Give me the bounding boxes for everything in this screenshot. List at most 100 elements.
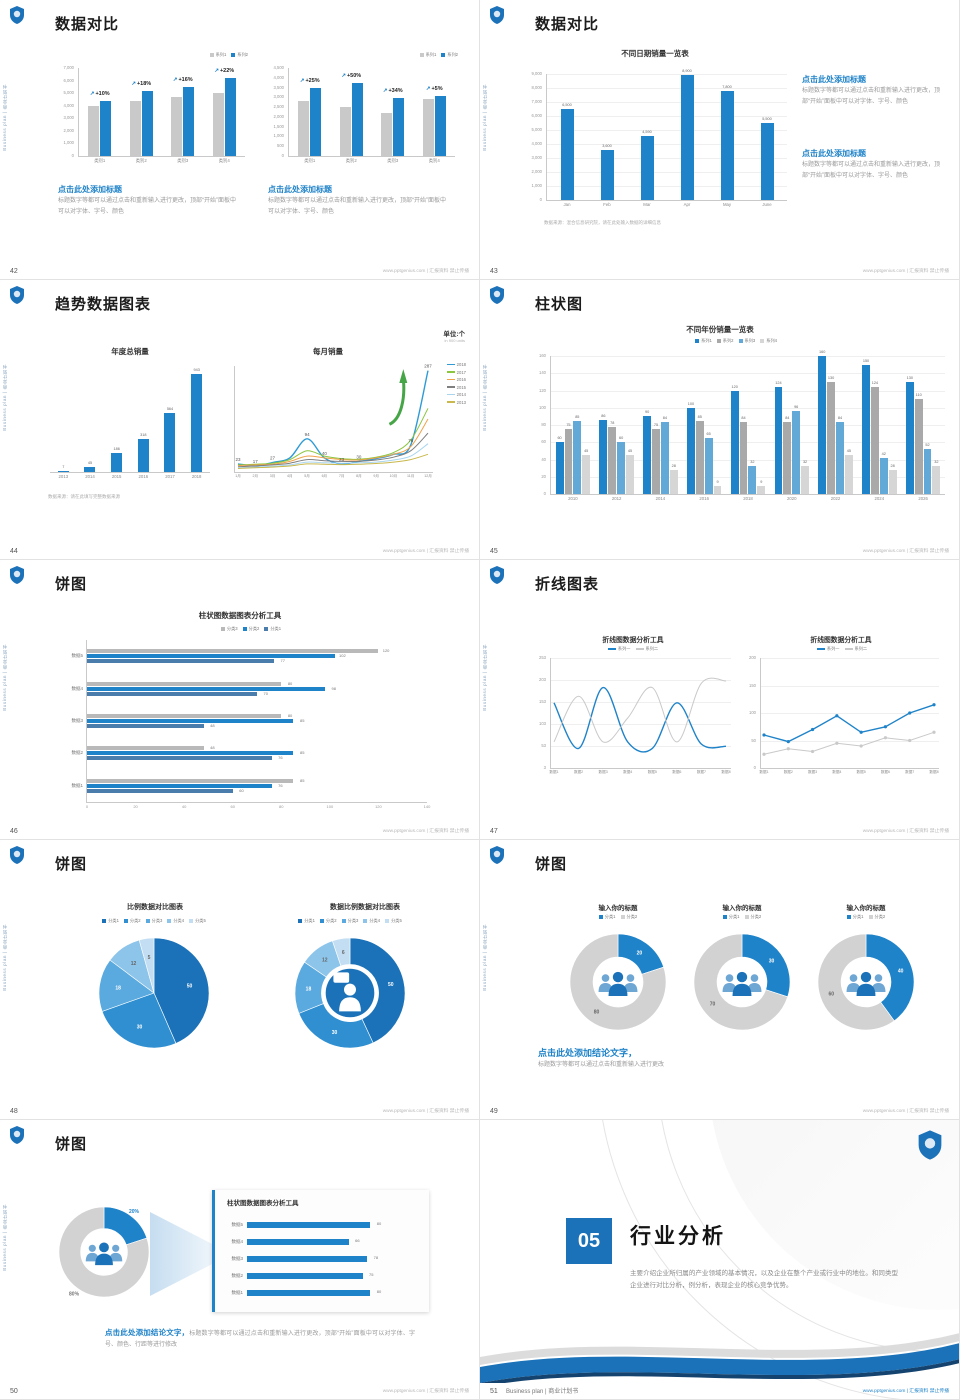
bval: 60 xyxy=(618,436,624,441)
bval: 32 xyxy=(750,460,755,465)
logo-icon xyxy=(489,286,505,304)
sidebar-vertical-text: Business plan | 商业计划书 xyxy=(2,84,7,151)
bar: 3,600 xyxy=(600,144,614,200)
xlab: 类别2 xyxy=(345,158,357,163)
legend: 分类1 分类2 xyxy=(811,914,921,920)
tick: 2,000 xyxy=(63,127,74,133)
bval: 52 xyxy=(925,443,930,448)
bval: 78 xyxy=(610,420,615,425)
chart-title: 折线图数据分析工具 xyxy=(602,637,664,644)
funnel-shape xyxy=(150,1212,212,1296)
tick: 6,000 xyxy=(63,77,74,83)
footer-text: www.pptgenius.com | 汇报资料 禁止传播 xyxy=(862,1389,949,1394)
legend: 分类1 分类2 分类3 分类4 分类5 xyxy=(92,918,216,924)
tick: 53 xyxy=(541,743,546,748)
chart-title: 输入你的标题 xyxy=(846,905,886,912)
page-number: 48 xyxy=(10,1108,18,1115)
footer-text: www.pptgenius.com | 汇报资料 禁止传播 xyxy=(862,549,949,554)
line-chart: 数据1 数据2 数据3 数据4 数据5 数据6 数据7 数据8 253 203 153 103 53 3 系… xyxy=(532,646,734,780)
gridline xyxy=(551,702,731,703)
bval: 65 xyxy=(706,431,711,436)
conclusion-body: 标题数字等都可以通过点击和重新输入进行更改，顶部“开始”面板中可以对字体、字号、… xyxy=(105,1331,415,1348)
bar: 32 xyxy=(801,460,809,494)
bar xyxy=(381,112,393,156)
bval: 75 xyxy=(653,423,659,428)
svg-text:18: 18 xyxy=(115,986,121,992)
tick: 103 xyxy=(539,721,546,726)
ann: ↗+18% xyxy=(131,80,152,87)
hbar: 76 xyxy=(87,755,283,761)
bar: 8,900 xyxy=(680,69,694,200)
bval: 45 xyxy=(584,449,589,454)
chart-title: 输入你的标题 xyxy=(722,905,762,912)
bar: 4,590 xyxy=(640,130,654,200)
xlab: 6月 xyxy=(321,474,328,478)
hbar: 70 xyxy=(87,691,268,696)
slide-title: 饼图 xyxy=(55,1136,88,1153)
slide-50: 饼图 Business plan | 商业计划书 20% 80% 柱状图数据图表分… xyxy=(0,1120,480,1400)
xlab: 类别3 xyxy=(177,158,189,163)
xlab: 类别4 xyxy=(428,158,440,163)
bar: 943 xyxy=(191,368,203,472)
tick: 140 xyxy=(539,370,546,376)
lgit: 系列二 xyxy=(635,646,658,652)
hrow: 80 xyxy=(247,1285,401,1302)
ann: ↗+22% xyxy=(214,68,235,75)
svg-text:12: 12 xyxy=(322,958,328,964)
tick: 3,000 xyxy=(63,115,74,121)
tick: 40 xyxy=(541,456,546,462)
tick: 4,000 xyxy=(531,141,542,146)
page-number: 42 xyxy=(10,268,18,275)
section-heading: 点击此处添加标题 xyxy=(268,185,332,194)
xlab: Apr xyxy=(683,202,691,207)
lgit: 分类2 xyxy=(868,914,885,920)
tick: 4,000 xyxy=(63,102,74,108)
lgit: 2015 xyxy=(446,385,466,390)
bval: 85 xyxy=(575,414,580,419)
conclusion-text: 点击此处添加结论文字，标题数字等都可以通过点击和重新输入进行更改，顶部“开始”面… xyxy=(105,1326,415,1351)
hval: 80 xyxy=(376,1220,382,1226)
tick: 2,000 xyxy=(531,169,542,174)
lgit: 系列2 xyxy=(441,52,458,58)
bar: 150 xyxy=(862,359,870,494)
hbar: 85 xyxy=(87,750,304,756)
xlab: 7月 xyxy=(338,474,345,478)
footer-text: www.pptgenius.com | 汇报资料 禁止传播 xyxy=(862,269,949,274)
bar: 32 xyxy=(748,460,757,494)
bval: 160 xyxy=(819,350,826,354)
bargroup: 45 xyxy=(77,368,104,472)
gridline xyxy=(551,658,731,659)
gridline xyxy=(551,680,731,681)
page-number: 50 xyxy=(10,1388,18,1395)
body-text: 标题数字等都可以通过点击和重新输入进行更改，顶部“开始”面板中可以对字体、字号、… xyxy=(802,162,941,179)
horizontal-bar-chart: 80 数据5 66 数据4 78 数据3 75 数据2 80 数据1 xyxy=(225,1212,417,1304)
bval: 130 xyxy=(827,375,835,380)
bargroup xyxy=(414,68,456,156)
hbar: 80 xyxy=(247,1289,381,1297)
bar: 96 xyxy=(792,405,801,494)
bar: 32 xyxy=(932,460,941,494)
gridline xyxy=(551,390,945,392)
bargroup: 564 xyxy=(157,368,184,472)
xlab: 2014 xyxy=(85,474,95,479)
svg-text:30: 30 xyxy=(137,1024,143,1030)
xlab: 数据4 xyxy=(623,770,633,774)
xlab: 2013 xyxy=(58,474,69,479)
page-number: 45 xyxy=(490,548,498,555)
bargroup xyxy=(79,68,121,156)
data-source-note: 数据来源：请在此填写完整数据来源 xyxy=(48,494,120,499)
bar: 84 xyxy=(660,416,669,494)
bar: 160 xyxy=(818,350,827,494)
bargroup xyxy=(331,68,373,156)
hval: 76 xyxy=(278,755,283,761)
bval: 8,900 xyxy=(682,69,692,74)
tick: 253 xyxy=(539,655,546,660)
xtick: 140 xyxy=(423,804,431,809)
lineplot: 23 17 27 94 40 23 30 76 287 1月 2月 3月 4月 5月 6月 7月 8月 9月 10月… xyxy=(234,364,433,478)
rowlab: 数据3 xyxy=(231,1255,243,1261)
hbar: 75 xyxy=(247,1272,374,1280)
hval: 102 xyxy=(339,653,346,659)
hval: 85 xyxy=(299,777,305,783)
tick: 3 xyxy=(543,765,546,770)
body-text: 标题数字等都可以通过点击和重新输入进行更改，顶部“开始”面板中可以对字体、字号、… xyxy=(58,198,236,215)
